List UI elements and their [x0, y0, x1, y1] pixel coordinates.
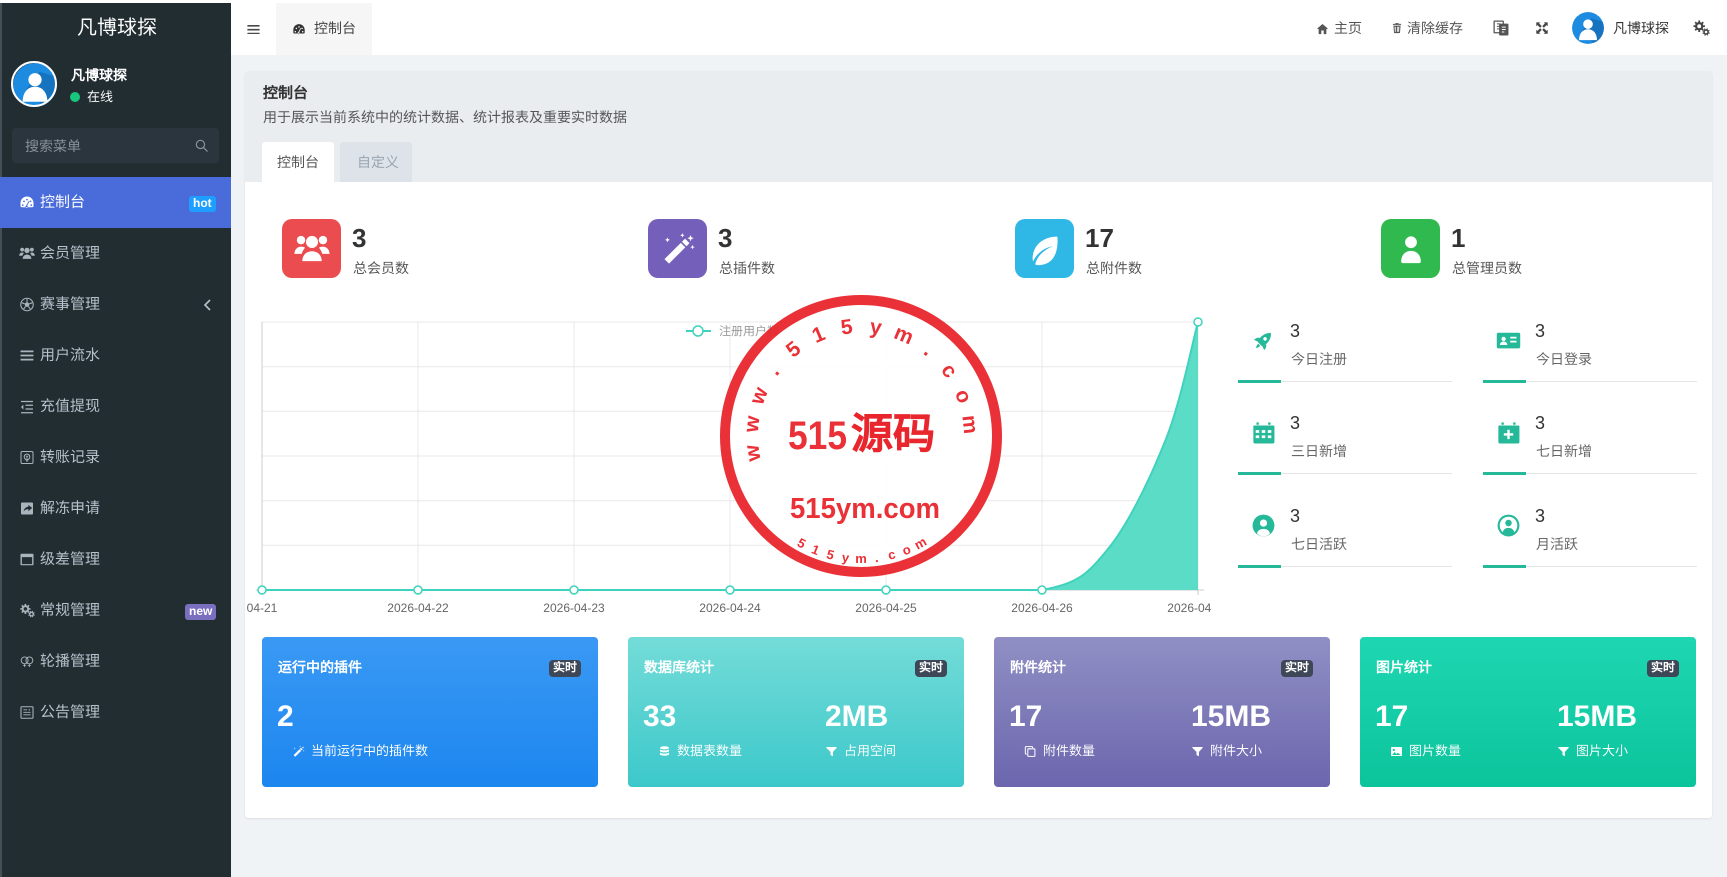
svg-text:m: m [855, 551, 867, 566]
svg-text:2026-04-26: 2026-04-26 [1011, 601, 1073, 612]
svg-text:04-21: 04-21 [247, 601, 278, 612]
svg-text:2026-04-24: 2026-04-24 [699, 601, 761, 612]
svg-text:w: w [740, 414, 765, 434]
svg-text:y: y [868, 315, 883, 339]
svg-text:c: c [886, 546, 897, 562]
svg-text:5: 5 [839, 315, 854, 339]
svg-text:y: y [841, 550, 851, 566]
svg-text:515: 515 [788, 414, 847, 458]
svg-text:.: . [874, 550, 879, 565]
svg-text:515ym.com: 515ym.com [790, 493, 940, 525]
svg-text:2026-04-25: 2026-04-25 [855, 601, 917, 612]
svg-text:w: w [740, 443, 766, 464]
svg-text:m: m [957, 414, 982, 435]
svg-text:2026-04-22: 2026-04-22 [387, 601, 449, 612]
svg-text:2026-04-27: 2026-04-27 [1167, 601, 1212, 612]
svg-text:5: 5 [825, 546, 836, 562]
svg-text:2026-04-23: 2026-04-23 [543, 601, 605, 612]
